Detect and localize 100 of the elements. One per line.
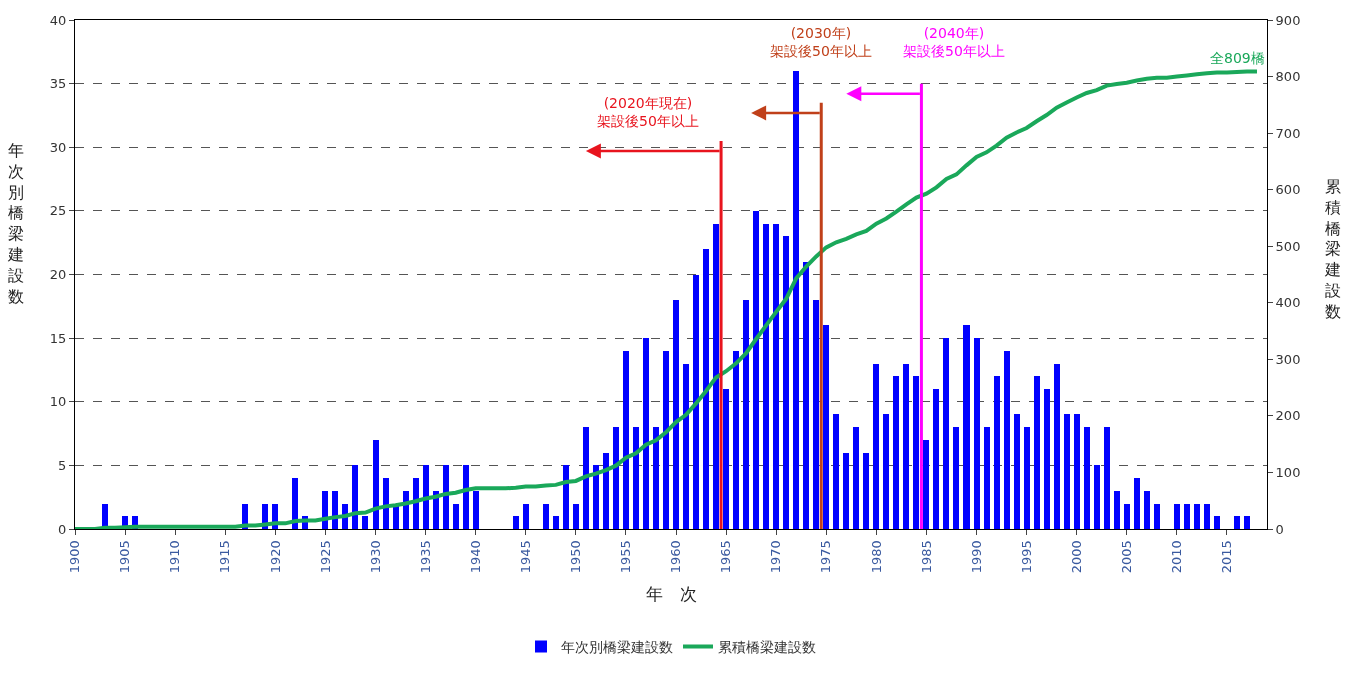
bar	[713, 224, 719, 529]
bar	[513, 516, 519, 529]
bar	[473, 491, 479, 529]
y2-tick-label: 300	[1275, 351, 1301, 367]
bar	[1174, 504, 1180, 529]
x-tick-label: 1990	[968, 540, 984, 574]
bar	[352, 465, 358, 529]
bar	[553, 516, 559, 529]
bar	[723, 389, 729, 529]
bar	[623, 351, 629, 529]
bar	[974, 338, 980, 529]
bar	[984, 427, 990, 529]
x-tick-label: 1925	[317, 540, 333, 574]
legend-label: 累積橋梁建設数	[718, 638, 816, 655]
y2-tick-label: 200	[1275, 408, 1301, 424]
bar	[443, 465, 449, 529]
x-tick-label: 2015	[1219, 540, 1235, 574]
bar	[763, 224, 769, 529]
bar	[413, 478, 419, 529]
bar	[583, 427, 589, 529]
bar	[423, 465, 429, 529]
x-tick-label: 1995	[1018, 540, 1034, 574]
bar	[1004, 351, 1010, 529]
bar	[383, 478, 389, 529]
bar	[753, 211, 759, 529]
y-tick-label: 35	[49, 76, 67, 92]
bar	[953, 427, 959, 529]
x-tick-label: 1900	[67, 540, 83, 574]
y2-tick-label: 900	[1275, 12, 1301, 28]
bar	[1084, 427, 1090, 529]
y2-tick-label: 0	[1275, 521, 1284, 537]
bar	[853, 427, 859, 529]
y-tick-label: 40	[49, 12, 67, 28]
bar	[773, 224, 779, 529]
y-tick-label: 10	[49, 394, 67, 410]
x-tick-label: 2005	[1118, 540, 1134, 574]
bar	[633, 427, 639, 529]
bar	[843, 453, 849, 529]
x-tick-label: 1975	[818, 540, 834, 574]
bar	[903, 364, 909, 529]
bar	[1064, 414, 1070, 529]
bar	[603, 453, 609, 529]
bar	[783, 236, 789, 529]
bar	[1144, 491, 1150, 529]
bar	[863, 453, 869, 529]
legend-label: 年次別橋梁建設数	[561, 638, 673, 655]
ref-line-label: (2030年) 架設後50年以上	[770, 25, 872, 60]
bar	[703, 249, 709, 529]
bar	[543, 504, 549, 529]
bar	[813, 300, 819, 529]
y2-tick-label: 500	[1275, 238, 1301, 254]
x-tick-label: 2000	[1068, 540, 1084, 574]
bar	[613, 427, 619, 529]
bar	[1214, 516, 1220, 529]
bar	[833, 414, 839, 529]
x-tick-label: 1980	[868, 540, 884, 574]
bar	[873, 364, 879, 529]
x-tick-label: 1915	[217, 540, 233, 574]
bar	[1094, 465, 1100, 529]
bar	[933, 389, 939, 529]
x-tick-label: 1965	[718, 540, 734, 574]
bar	[362, 516, 368, 529]
bar	[653, 427, 659, 529]
bar	[823, 325, 829, 529]
bar	[913, 376, 919, 529]
bar	[573, 504, 579, 529]
bar	[793, 71, 799, 529]
bar	[1204, 504, 1210, 529]
bar	[1014, 414, 1020, 529]
x-tick-label: 1935	[417, 540, 433, 574]
x-tick-label: 1985	[918, 540, 934, 574]
y2-tick-label: 800	[1275, 69, 1301, 85]
bar	[463, 465, 469, 529]
bar	[893, 376, 899, 529]
bar	[683, 364, 689, 529]
bar	[693, 275, 699, 529]
y2-tick-label: 700	[1275, 125, 1301, 141]
bar	[1124, 504, 1130, 529]
bar	[923, 440, 929, 529]
bar	[1134, 478, 1140, 529]
x-tick-label: 1905	[117, 540, 133, 574]
bar	[1074, 414, 1080, 529]
bar	[643, 338, 649, 529]
y2-axis-title: 累積橋梁建設数	[1324, 177, 1341, 321]
x-tick-label: 2010	[1169, 540, 1185, 574]
x-tick-label: 1930	[367, 540, 383, 574]
line-series	[75, 69, 1259, 529]
annotation: 全809橋	[1210, 50, 1265, 66]
y2-tick-label: 600	[1275, 182, 1301, 198]
bar	[292, 478, 298, 529]
x-tick-label: 1910	[167, 540, 183, 574]
x-tick-label: 1945	[517, 540, 533, 574]
bar	[673, 300, 679, 529]
x-tick-label: 1955	[618, 540, 634, 574]
ref-line-label: (2040年) 架設後50年以上	[903, 25, 1005, 60]
bar	[1104, 427, 1110, 529]
y-tick-label: 0	[58, 521, 67, 537]
x-tick-label: 1920	[267, 540, 283, 574]
bar	[994, 376, 1000, 529]
bar	[1024, 427, 1030, 529]
